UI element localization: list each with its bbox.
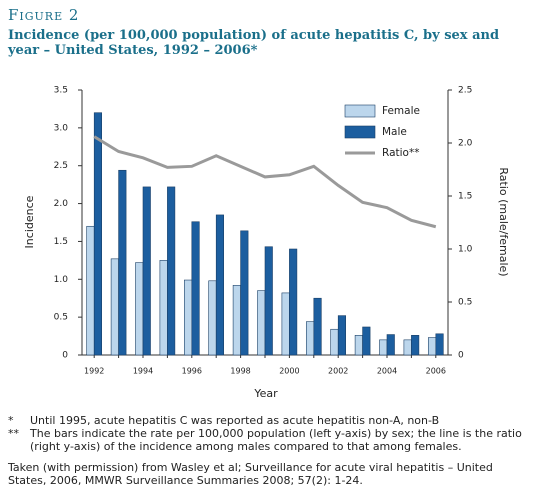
y2-tick-label: 1.5 [458, 192, 472, 202]
bar [379, 339, 388, 356]
legend-label: Female [382, 105, 420, 117]
bar [240, 230, 249, 356]
y-tick-label: 1.5 [54, 237, 68, 247]
bar [135, 262, 144, 356]
bar [142, 186, 151, 356]
legend-label: Ratio** [382, 147, 419, 159]
y2-axis-label: Ratio (male/female) [497, 167, 510, 276]
bar [337, 315, 347, 356]
bar [313, 297, 322, 356]
footnote-text: The bars indicate the rate per 100,000 p… [30, 427, 522, 453]
x-tick-label: 1994 [133, 367, 153, 376]
x-tick-label: 2004 [377, 367, 397, 376]
y2-tick-label: 0 [458, 351, 464, 361]
bar [232, 285, 241, 356]
bar [362, 326, 371, 356]
bar [159, 260, 168, 356]
bar [354, 335, 363, 356]
bar [427, 337, 437, 356]
x-tick-label: 1996 [182, 367, 202, 376]
bar [184, 279, 193, 356]
bar [191, 221, 200, 356]
legend-swatch [344, 104, 376, 118]
bar [289, 248, 298, 356]
bar [386, 334, 395, 356]
footnote-marker: * [8, 414, 14, 427]
bar [167, 186, 176, 356]
bar [411, 335, 420, 356]
y-tick-label: 3.0 [54, 123, 69, 133]
ratio-line [93, 135, 437, 229]
bar [257, 290, 266, 356]
x-axis-label: Year [253, 387, 278, 400]
y-tick-label: 2.0 [54, 199, 69, 209]
bar [281, 292, 290, 356]
footnote: ** The bars indicate the rate per 100,000… [8, 427, 528, 453]
footnotes: * Until 1995, acute hepatitis C was repor… [8, 414, 528, 487]
footnote-text: Until 1995, acute hepatitis C was report… [30, 414, 440, 427]
bar [86, 225, 95, 356]
chart-title: Incidence (per 100,000 population) of ac… [8, 28, 500, 58]
figure-label: Figure 2 [8, 6, 80, 24]
y2-tick-label: 2.5 [458, 86, 472, 96]
x-tick-label: 2000 [279, 367, 299, 376]
x-tick-label: 1992 [84, 367, 104, 376]
bar [110, 258, 119, 356]
y2-tick-label: 2.0 [458, 139, 473, 149]
legend-swatch [344, 125, 376, 139]
bar [208, 280, 217, 356]
bar [330, 328, 339, 356]
bar [435, 333, 444, 356]
x-tick-label: 2002 [328, 367, 348, 376]
bar [305, 321, 315, 356]
chart: Incidence Ratio (male/female) Year 0 0.5 1… [23, 86, 510, 401]
footnote: * Until 1995, acute hepatitis C was repor… [8, 414, 528, 427]
y-tick-label: 0.5 [54, 313, 68, 323]
y-axis-label: Incidence [23, 195, 36, 248]
bar [118, 169, 127, 356]
y-tick-label: 2.5 [54, 161, 68, 171]
footnote-marker: ** [8, 427, 19, 440]
bar [264, 246, 273, 356]
x-tick-label: 2006 [426, 367, 446, 376]
bar [403, 339, 412, 356]
bar [215, 214, 224, 356]
y-tick-label: 3.5 [54, 86, 68, 96]
x-tick-label: 1998 [230, 367, 250, 376]
bar [93, 112, 102, 356]
y-tick-label: 1.0 [54, 275, 69, 285]
y2-tick-label: 0.5 [458, 298, 472, 308]
legend-label: Male [382, 126, 407, 138]
source: Taken (with permission) from Wasley et a… [8, 461, 493, 487]
y2-tick-label: 1.0 [458, 245, 473, 255]
y-tick-label: 0 [62, 351, 68, 361]
